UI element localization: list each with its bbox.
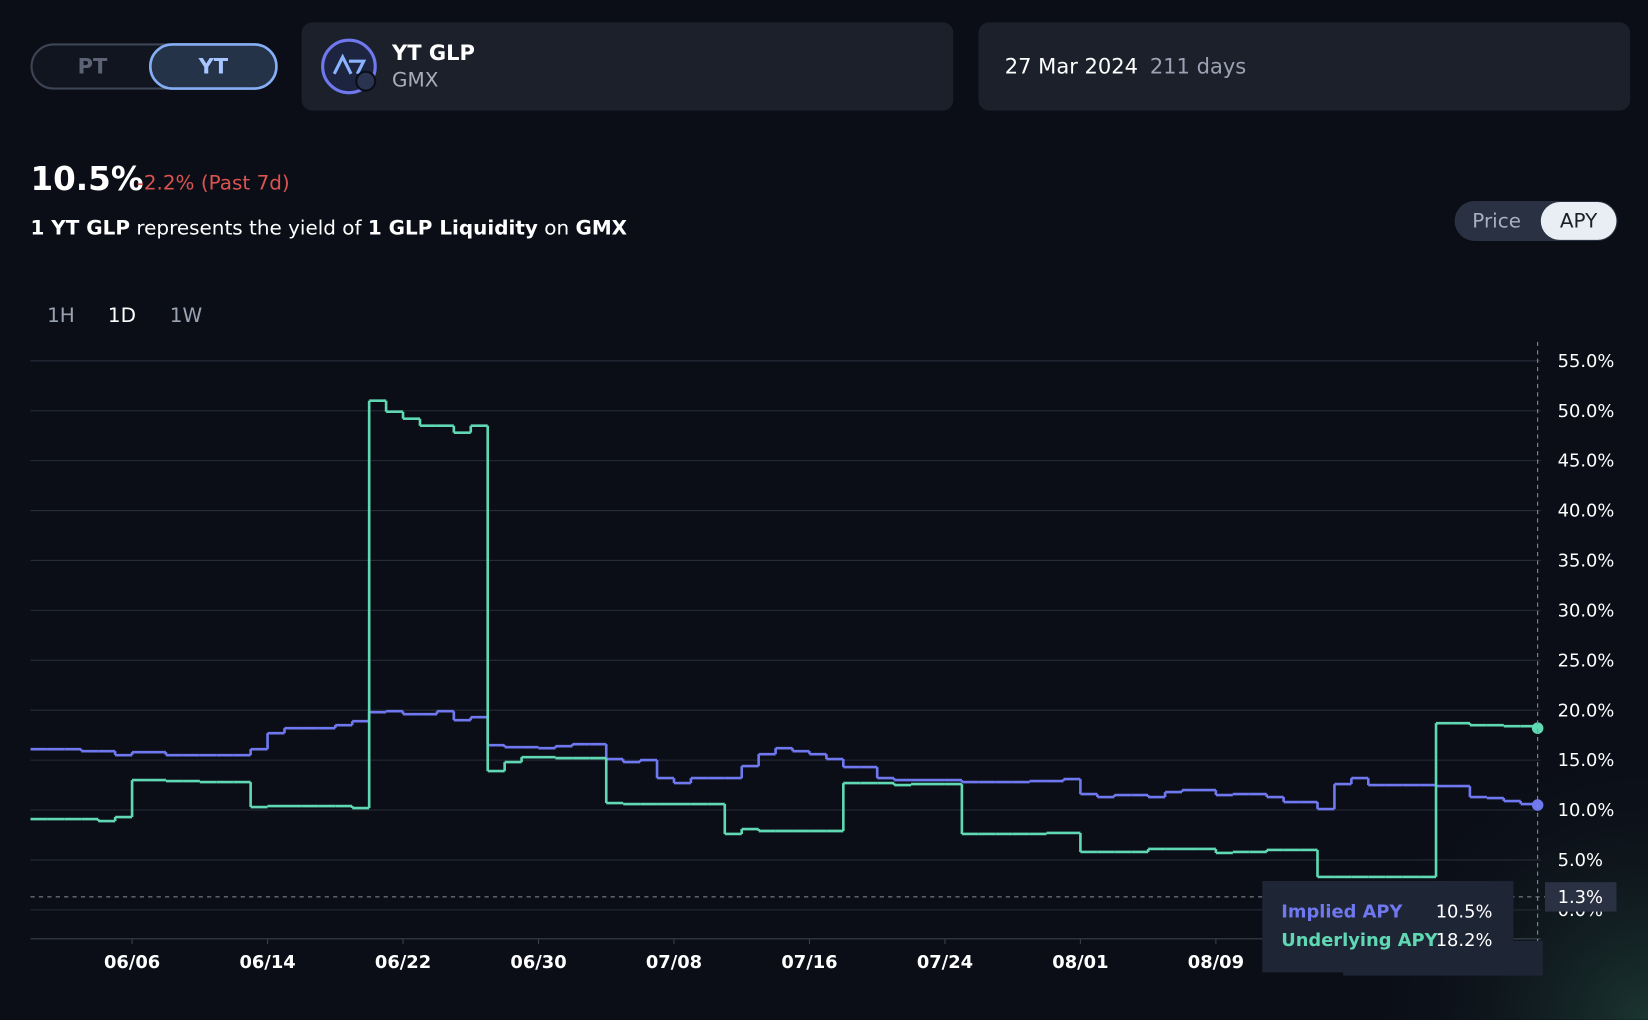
timeframe[interactable]: 1D	[108, 303, 136, 327]
crosshair-label: 1.3%	[1558, 887, 1603, 908]
tooltip-value: 10.5%	[1436, 902, 1493, 923]
market-icon-glyph	[332, 53, 367, 75]
protocol-badge	[355, 70, 377, 92]
y-tick-label: 20.0%	[1558, 700, 1615, 721]
description-part: 1 GLP Liquidity	[368, 215, 538, 239]
end-dot	[1531, 722, 1544, 734]
view-toggle-active[interactable]	[1540, 202, 1617, 240]
x-tick-label: 06/22	[375, 952, 431, 973]
market-card	[301, 22, 954, 111]
x-tick-label: 06/14	[239, 952, 295, 973]
y-tick-label: 15.0%	[1558, 750, 1615, 771]
tooltip-series-name: Underlying APY	[1281, 930, 1438, 951]
x-tick-label: 08/01	[1052, 952, 1108, 973]
toggle-option[interactable]: PT	[78, 54, 108, 79]
y-tick-label: 30.0%	[1558, 600, 1615, 621]
toggle-option[interactable]: YT	[198, 54, 229, 79]
market-protocol: GMX	[392, 68, 439, 92]
apy-change: -2.2% (Past 7d)	[137, 171, 290, 195]
x-tick-label: 07/24	[917, 952, 973, 973]
x-tick-label: 06/30	[510, 952, 566, 973]
days-left: 211 days	[1150, 54, 1246, 79]
y-tick-label: 35.0%	[1558, 551, 1615, 572]
timeframe[interactable]: 1H	[47, 303, 75, 327]
y-tick-label: 5.0%	[1558, 850, 1603, 871]
description: 1 YT GLP represents the yield of 1 GLP L…	[30, 215, 627, 239]
y-tick-label: 40.0%	[1558, 501, 1615, 522]
y-tick-label: 25.0%	[1558, 650, 1615, 671]
tooltip-value: 18.2%	[1436, 930, 1493, 951]
toggle-active[interactable]	[148, 43, 278, 90]
description-part: 1 YT GLP	[30, 215, 130, 239]
timeframe[interactable]: 1W	[170, 303, 203, 327]
y-tick-label: 45.0%	[1558, 451, 1615, 472]
x-tick-label: 06/06	[104, 952, 160, 973]
description-part: GMX	[575, 215, 627, 239]
x-tick-label: 08/09	[1188, 952, 1244, 973]
tooltip-x-label	[1343, 940, 1543, 976]
maturity-card	[978, 22, 1631, 111]
view-option[interactable]: APY	[1560, 209, 1598, 233]
y-tick-label: 50.0%	[1558, 401, 1615, 422]
current-apy: 10.5%	[30, 160, 143, 198]
description-part: represents the yield of	[130, 215, 368, 239]
y-tick-label: 55.0%	[1558, 351, 1615, 372]
x-tick-label: 07/08	[646, 952, 702, 973]
crosshair-label-box	[1545, 882, 1617, 912]
tooltip-series-name: Implied APY	[1281, 902, 1403, 923]
market-name: YT GLP	[391, 40, 475, 65]
description-part: on	[538, 215, 576, 239]
maturity-date: 27 Mar 2024	[1005, 54, 1138, 79]
y-tick-label: 10.0%	[1558, 800, 1615, 821]
chart: 0.0%5.0%10.0%15.0%20.0%25.0%30.0%35.0%40…	[30, 341, 1617, 976]
x-tick-label: 07/16	[781, 952, 837, 973]
view-option[interactable]: Price	[1472, 209, 1521, 233]
